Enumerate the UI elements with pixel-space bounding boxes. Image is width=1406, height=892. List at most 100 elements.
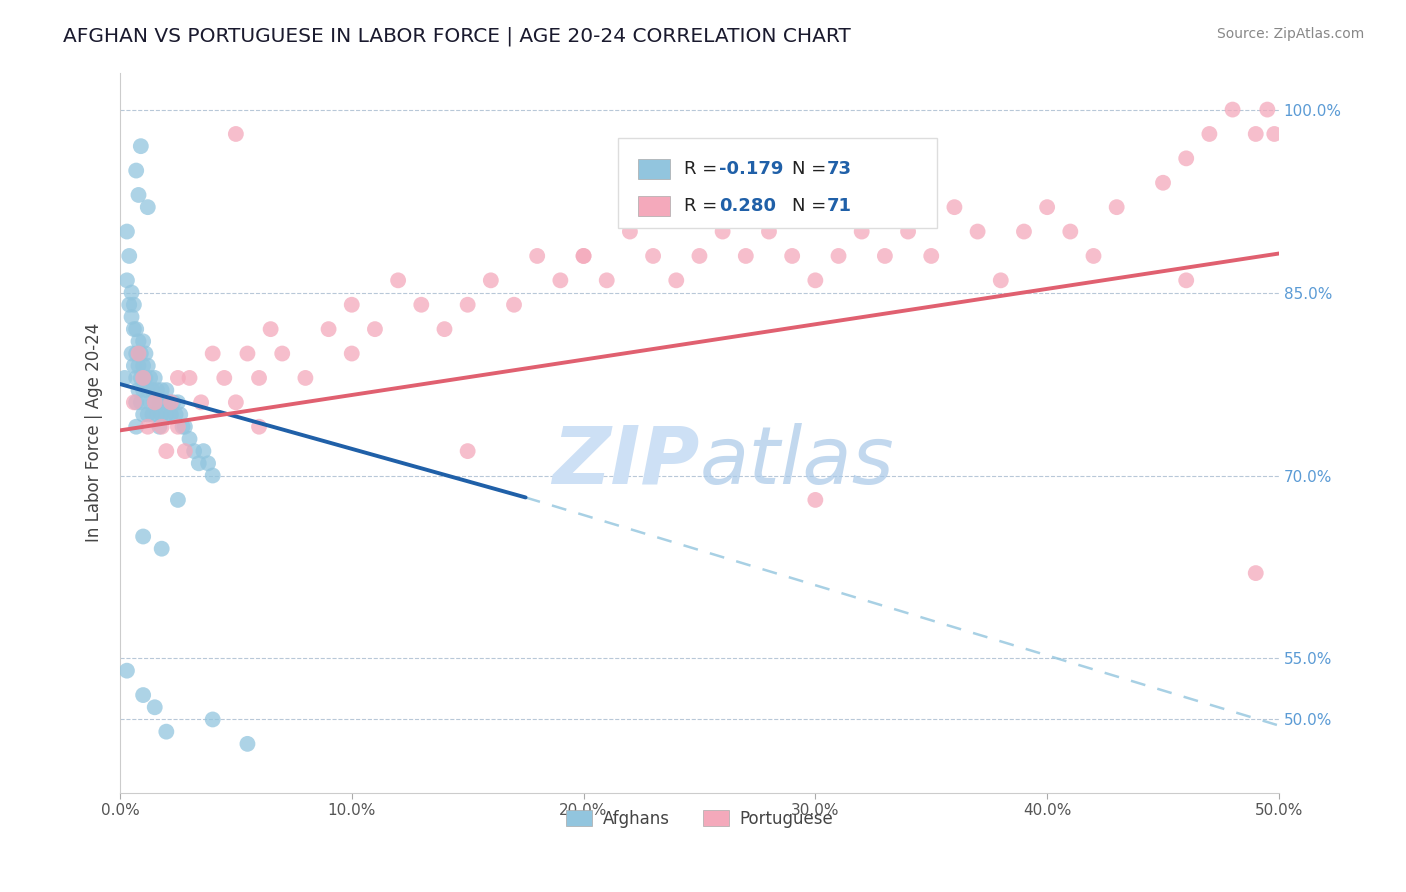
Point — [132, 359, 155, 373]
Point — [236, 346, 259, 360]
Text: R =: R = — [685, 197, 723, 215]
Point — [247, 419, 270, 434]
Point — [387, 273, 409, 287]
Point — [132, 383, 155, 397]
Point — [125, 346, 148, 360]
Point — [134, 371, 156, 385]
Point — [150, 541, 173, 556]
Point — [966, 225, 988, 239]
Point — [225, 127, 247, 141]
Point — [143, 395, 166, 409]
Point — [173, 444, 195, 458]
Point — [155, 444, 177, 458]
Point — [1244, 127, 1267, 141]
Point — [479, 273, 502, 287]
Text: R =: R = — [685, 160, 723, 178]
Point — [943, 200, 966, 214]
Point — [132, 408, 155, 422]
Point — [160, 408, 183, 422]
Point — [162, 395, 184, 409]
Point — [201, 713, 224, 727]
Text: 0.280: 0.280 — [718, 197, 776, 215]
Point — [115, 225, 138, 239]
Point — [115, 664, 138, 678]
Point — [146, 383, 169, 397]
Point — [150, 383, 173, 397]
Point — [125, 163, 148, 178]
Point — [550, 273, 572, 287]
Y-axis label: In Labor Force | Age 20-24: In Labor Force | Age 20-24 — [86, 323, 103, 542]
Point — [165, 408, 187, 422]
Point — [596, 273, 619, 287]
Point — [125, 322, 148, 336]
Point — [851, 225, 873, 239]
Point — [139, 371, 162, 385]
Point — [132, 688, 155, 702]
Point — [827, 249, 849, 263]
Point — [148, 419, 170, 434]
Point — [364, 322, 387, 336]
Point — [340, 346, 363, 360]
Point — [128, 334, 150, 349]
Point — [128, 383, 150, 397]
Point — [153, 395, 176, 409]
Point — [169, 408, 191, 422]
Point — [172, 419, 194, 434]
Point — [150, 419, 173, 434]
Point — [143, 395, 166, 409]
Point — [873, 249, 896, 263]
Text: AFGHAN VS PORTUGUESE IN LABOR FORCE | AGE 20-24 CORRELATION CHART: AFGHAN VS PORTUGUESE IN LABOR FORCE | AG… — [63, 27, 851, 46]
Point — [129, 139, 152, 153]
Point — [118, 298, 141, 312]
Point — [1036, 200, 1059, 214]
Point — [132, 529, 155, 543]
Point — [572, 249, 595, 263]
Point — [526, 249, 548, 263]
Text: N =: N = — [792, 197, 832, 215]
Point — [167, 395, 190, 409]
Point — [183, 444, 205, 458]
Point — [193, 444, 215, 458]
Point — [173, 419, 195, 434]
Point — [201, 346, 224, 360]
Point — [271, 346, 294, 360]
Point — [190, 395, 212, 409]
Point — [433, 322, 456, 336]
Text: N =: N = — [792, 160, 832, 178]
Point — [143, 700, 166, 714]
Point — [187, 456, 209, 470]
Point — [804, 273, 827, 287]
Point — [214, 371, 236, 385]
Point — [122, 322, 145, 336]
Point — [340, 298, 363, 312]
Point — [136, 200, 159, 214]
Point — [129, 395, 152, 409]
Point — [247, 371, 270, 385]
Point — [572, 249, 595, 263]
Point — [1198, 127, 1220, 141]
Point — [1222, 103, 1244, 117]
Point — [122, 395, 145, 409]
Point — [160, 395, 183, 409]
Point — [139, 395, 162, 409]
Point — [734, 249, 756, 263]
Point — [804, 492, 827, 507]
Point — [1256, 103, 1278, 117]
Point — [503, 298, 526, 312]
Point — [688, 249, 710, 263]
Point — [155, 408, 177, 422]
Point — [780, 249, 803, 263]
Point — [146, 408, 169, 422]
Point — [665, 273, 688, 287]
Point — [136, 408, 159, 422]
Point — [1059, 225, 1081, 239]
Point — [643, 249, 665, 263]
Point — [132, 334, 155, 349]
Legend: Afghans, Portuguese: Afghans, Portuguese — [560, 804, 839, 835]
Point — [157, 395, 180, 409]
Point — [118, 249, 141, 263]
Point — [128, 188, 150, 202]
Point — [179, 432, 201, 446]
Point — [1083, 249, 1105, 263]
Point — [236, 737, 259, 751]
